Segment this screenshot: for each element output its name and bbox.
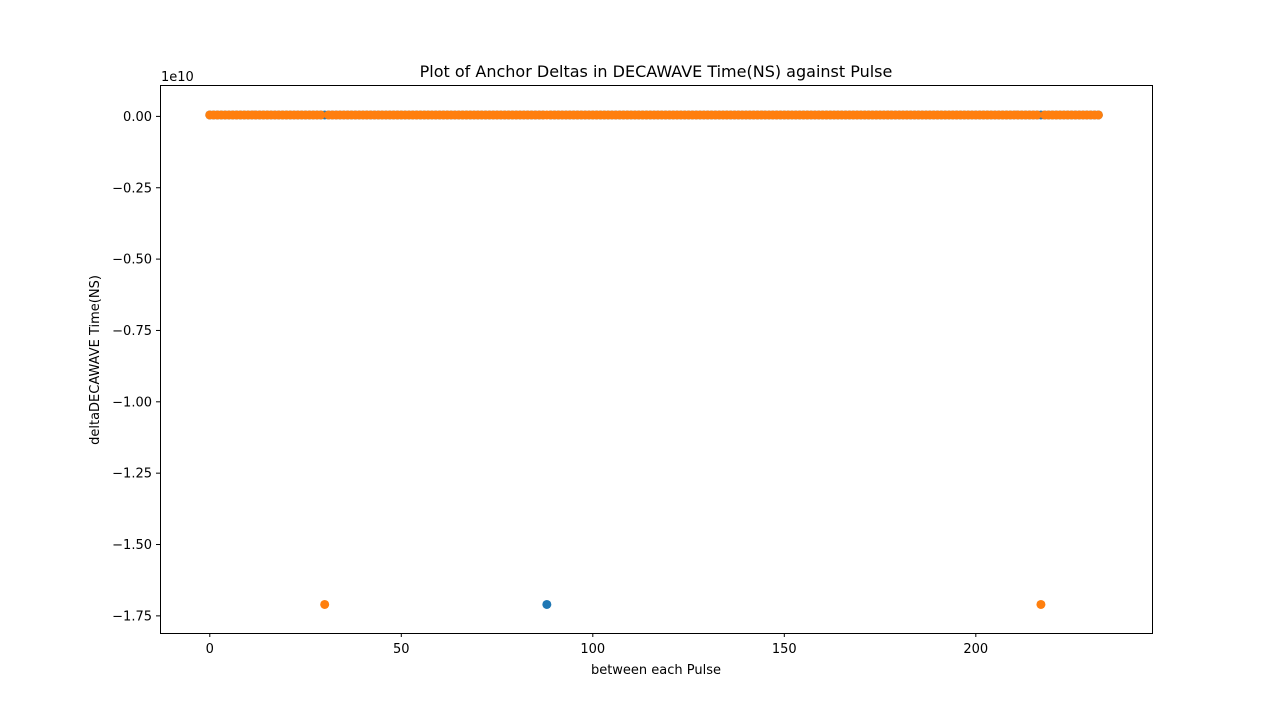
y-tick-label: −1.00 xyxy=(112,395,152,410)
scatter-point xyxy=(1093,110,1103,120)
scatter-point xyxy=(316,110,326,120)
x-tick-label: 100 xyxy=(580,642,605,657)
plot-area-frame xyxy=(160,85,1153,634)
y-axis-offset-text: 1e10 xyxy=(161,70,194,85)
scatter-point xyxy=(1032,110,1042,120)
chart-title: Plot of Anchor Deltas in DECAWAVE Time(N… xyxy=(420,62,893,81)
scatter-points xyxy=(205,110,1103,609)
scatter-point-outlier xyxy=(542,599,552,609)
y-tick-label: −1.50 xyxy=(112,538,152,553)
x-tick-label: 200 xyxy=(963,642,988,657)
scatter-point-outlier xyxy=(1036,599,1046,609)
x-tick-label: 50 xyxy=(393,642,410,657)
y-tick-label: −0.75 xyxy=(112,324,152,339)
y-tick-label: 0.00 xyxy=(123,110,152,125)
scatter-point-outlier xyxy=(320,599,330,609)
x-tick-label: 0 xyxy=(206,642,214,657)
y-tick-label: −0.50 xyxy=(112,253,152,268)
y-tick-label: −0.25 xyxy=(112,181,152,196)
x-axis-label: between each Pulse xyxy=(591,663,721,678)
x-tick-label: 150 xyxy=(772,642,797,657)
y-tick-label: −1.25 xyxy=(112,467,152,482)
y-tick-label: −1.75 xyxy=(112,609,152,624)
y-axis-ticks: 0.00 −0.25 −0.50 −0.75 −1.00 −1.25 −1.50 −1.75 xyxy=(112,110,160,624)
x-axis-ticks: 0 50 100 150 200 xyxy=(206,633,988,657)
y-axis-label: deltaDECAWAVE Time(NS) xyxy=(88,275,103,445)
